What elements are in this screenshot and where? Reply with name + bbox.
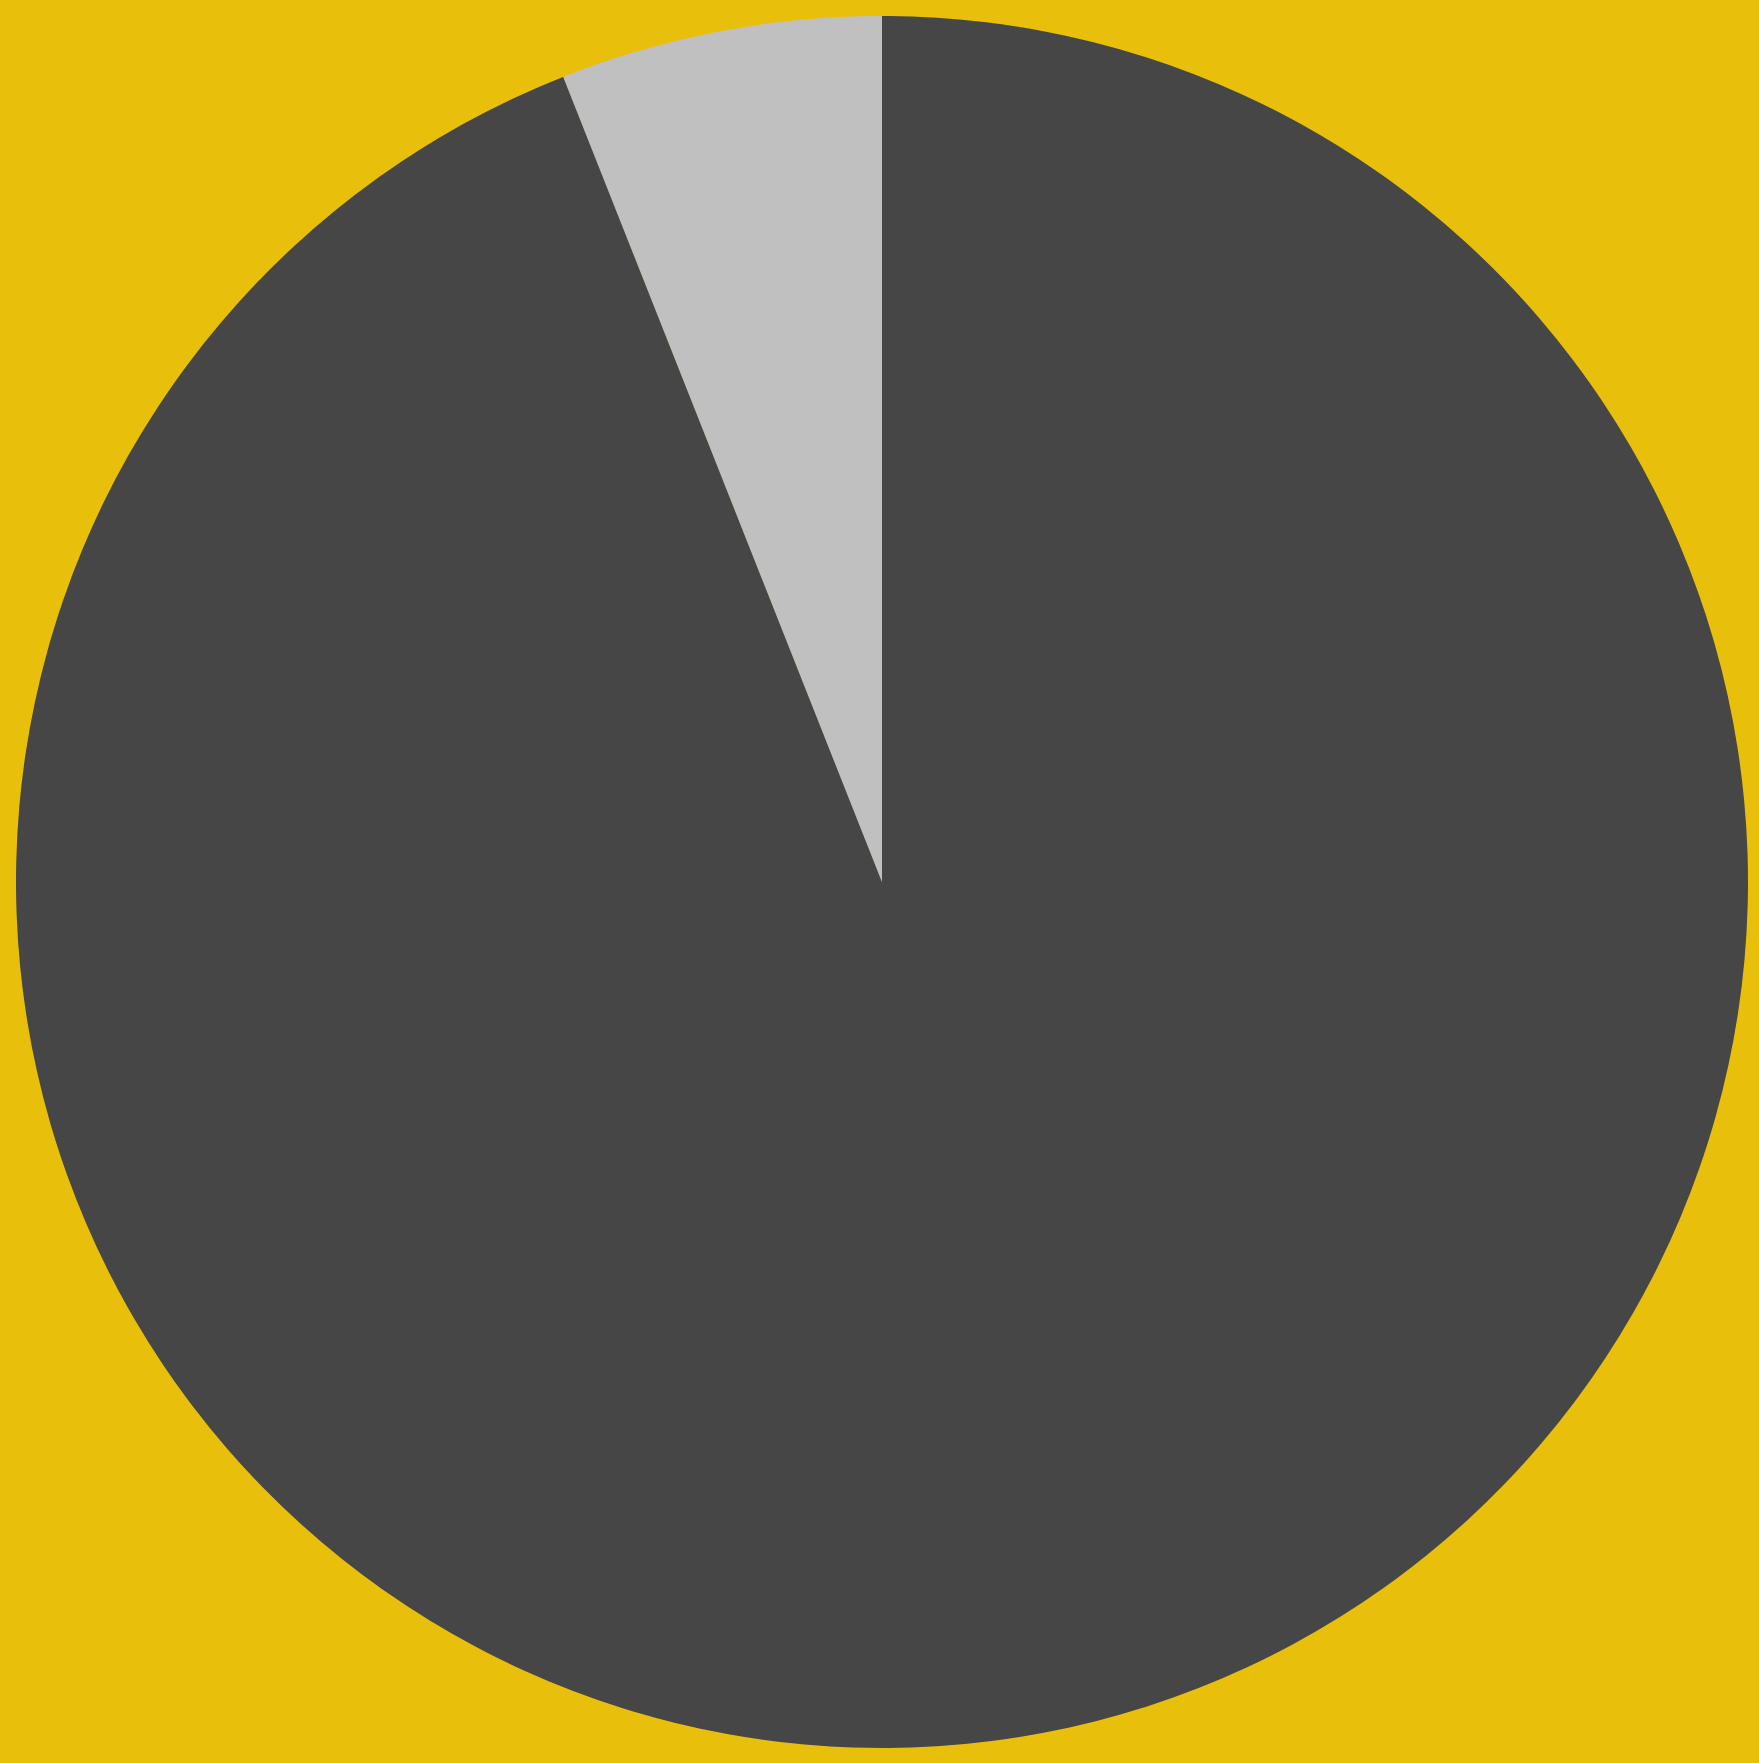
pie-slice-2 [563,16,882,882]
pie-slices [15,16,1749,1749]
pie-slice-1 [15,16,1749,1749]
